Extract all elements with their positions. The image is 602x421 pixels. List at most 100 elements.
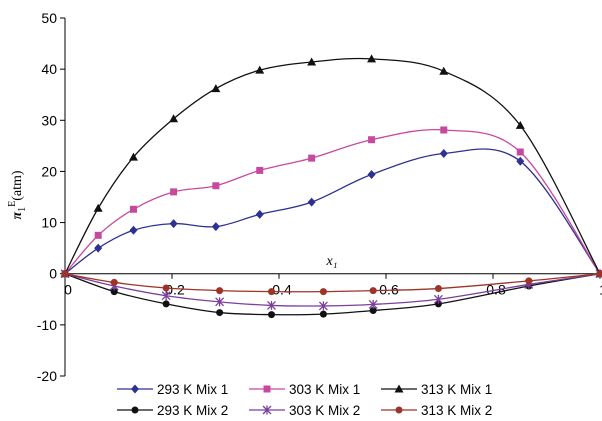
y-tick-label: 20 — [41, 163, 57, 179]
data-point — [525, 277, 533, 285]
data-point — [94, 231, 102, 239]
y-tick-label: 50 — [41, 10, 57, 26]
legend: 293 K Mix 1 303 K Mix 1 313 K Mix 1 293 K M… — [117, 382, 492, 418]
data-point — [516, 148, 524, 156]
data-point — [307, 57, 317, 66]
data-point — [255, 65, 265, 74]
data-point — [162, 284, 170, 292]
legend-marker — [263, 385, 271, 393]
data-point — [94, 243, 103, 253]
legend-item: 313 K Mix 2 — [381, 403, 492, 418]
data-point — [369, 307, 377, 315]
x-tick-label: 0.4 — [272, 282, 292, 298]
data-point — [215, 297, 225, 307]
data-point — [307, 197, 316, 207]
data-point — [216, 309, 224, 317]
series-4 — [61, 270, 602, 319]
data-point — [211, 84, 221, 93]
y-axis-title-symbol: π — [10, 212, 25, 220]
y-axis: -20 -10 0 10 20 30 40 50 — [37, 10, 65, 384]
series-line — [64, 128, 601, 275]
series-line — [64, 148, 601, 275]
legend-label: 293 K Mix 1 — [157, 382, 228, 397]
data-point — [161, 291, 171, 301]
series-line — [64, 273, 601, 316]
legend-label: 303 K Mix 2 — [289, 403, 360, 418]
y-axis-title-superscript: E — [7, 201, 18, 207]
y-tick-label: 30 — [41, 112, 57, 128]
y-tick-label: 0 — [49, 266, 57, 282]
data-point — [268, 288, 276, 296]
data-point — [367, 54, 377, 63]
legend-label: 313 K Mix 2 — [421, 403, 492, 418]
plot-area — [64, 18, 600, 376]
legend-label: 293 K Mix 2 — [157, 403, 228, 418]
series-5 — [60, 269, 602, 311]
legend-item: 293 K Mix 2 — [117, 403, 228, 418]
series-line — [64, 57, 601, 275]
data-point — [515, 120, 525, 129]
data-point — [267, 300, 276, 310]
data-point — [211, 222, 220, 232]
data-point — [129, 205, 137, 213]
data-point — [440, 126, 448, 134]
data-point — [367, 169, 376, 179]
legend-marker — [131, 384, 139, 394]
data-point — [128, 152, 138, 161]
data-point — [439, 149, 448, 159]
data-point — [93, 203, 103, 212]
series-layer — [60, 54, 602, 319]
legend-label: 313 K Mix 1 — [421, 382, 492, 397]
y-axis-title-unit: (atm) — [10, 170, 25, 201]
data-point — [169, 219, 178, 229]
data-point — [596, 270, 602, 278]
data-point — [434, 300, 442, 308]
x-axis-title: x₁ — [325, 254, 337, 269]
series-6 — [61, 270, 602, 296]
y-axis-title: π1E(atm) — [7, 170, 28, 219]
data-point — [255, 209, 264, 219]
legend-marker — [262, 405, 272, 415]
data-point — [308, 154, 316, 162]
data-point — [368, 299, 378, 309]
data-point — [268, 311, 276, 319]
data-point — [61, 270, 69, 278]
data-point — [212, 182, 220, 190]
data-point — [216, 287, 224, 295]
legend-marker — [131, 406, 139, 414]
data-point — [169, 114, 179, 123]
x-tick-label: 1 — [599, 282, 602, 298]
data-point — [162, 300, 170, 308]
legend-marker — [394, 384, 404, 393]
data-point — [110, 278, 118, 286]
y-tick-label: -10 — [37, 317, 57, 333]
data-point — [434, 285, 442, 293]
data-point — [368, 136, 376, 144]
legend-item: 313 K Mix 1 — [381, 382, 492, 397]
legend-item: 303 K Mix 2 — [249, 403, 360, 418]
data-point — [110, 288, 118, 296]
legend-item: 303 K Mix 1 — [249, 382, 360, 397]
data-point — [516, 156, 525, 166]
data-point — [369, 287, 377, 295]
legend-marker — [395, 406, 403, 414]
data-point — [256, 166, 264, 174]
y-tick-label: -20 — [37, 368, 57, 384]
legend-label: 303 K Mix 1 — [289, 382, 360, 397]
data-point — [129, 225, 138, 235]
y-tick-label: 40 — [41, 61, 57, 77]
x-tick-label: 0 — [64, 282, 72, 298]
series-line — [64, 273, 601, 307]
x-tick-label: 0.2 — [165, 282, 185, 298]
data-point — [319, 288, 327, 296]
y-axis-title-subscript: 1 — [17, 207, 28, 212]
data-point — [170, 188, 178, 196]
legend-item: 293 K Mix 1 — [117, 382, 228, 397]
y-tick-label: 10 — [41, 215, 57, 231]
data-point — [318, 301, 328, 311]
series-3 — [60, 54, 602, 278]
data-point — [439, 66, 449, 75]
series-line — [64, 273, 601, 293]
data-point — [319, 310, 327, 318]
